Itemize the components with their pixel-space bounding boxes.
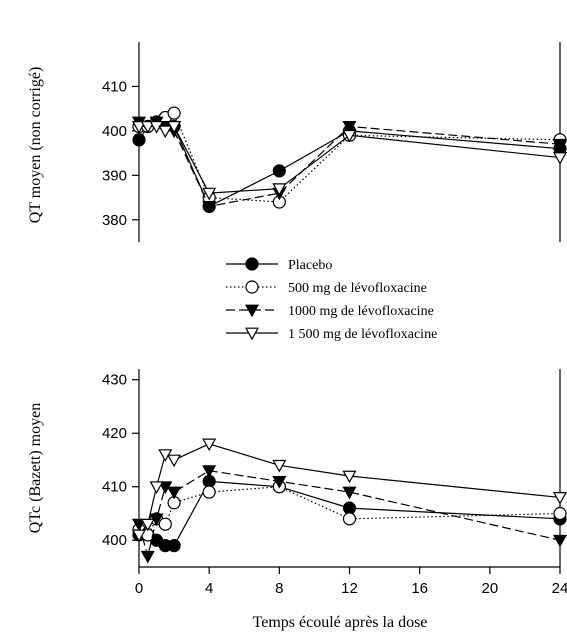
top-y-tick-label: 380	[102, 212, 127, 229]
bottom-series-3-point	[552, 492, 567, 505]
top-series-3-point	[202, 187, 217, 201]
bottom-y-tick-label: 420	[102, 425, 127, 442]
bottom-series-1-point	[342, 512, 357, 526]
top-series-3-point	[131, 121, 147, 134]
bottom-x-tick-label: 12	[341, 580, 358, 597]
bottom-y-tick-label: 430	[102, 372, 127, 389]
x-axis-label: Temps écoulé après la dose	[253, 614, 428, 631]
bottom-series-3-point	[167, 454, 182, 468]
top-y-axis-label: QT moyen (non corrigé)	[27, 67, 44, 224]
top-series-3-point	[342, 129, 357, 143]
bottom-x-tick-label: 20	[481, 580, 498, 597]
bottom-series-2-point	[342, 486, 357, 500]
legend-label-2: 1000 mg de lévofloxacine	[288, 304, 434, 319]
legend-label-0: Placebo	[288, 258, 332, 273]
bottom-series-1-point	[202, 485, 216, 499]
bottom-x-tick-label: 4	[205, 580, 213, 597]
bottom-x-tick-label: 16	[411, 580, 428, 597]
bottom-series-1-point	[158, 517, 172, 531]
top-series-0-point	[132, 133, 146, 147]
bottom-series-2-point	[140, 550, 155, 564]
top-series-3-point	[167, 121, 182, 134]
legend-marker-0	[245, 257, 259, 271]
bottom-series-3-point	[131, 529, 147, 543]
legend-marker-2	[244, 304, 260, 318]
bottom-series-2-point	[202, 465, 217, 478]
bottom-series-3-point	[140, 518, 155, 532]
bottom-series-3-point	[272, 459, 287, 473]
bottom-y-tick-label: 410	[102, 479, 127, 496]
bottom-series-1-point	[553, 506, 567, 521]
top-series-2-point	[202, 201, 217, 214]
bottom-series-2-point	[552, 534, 567, 548]
legend-marker-3	[244, 327, 260, 341]
top-series-3-point	[272, 183, 287, 196]
top-y-tick-label: 390	[102, 167, 127, 184]
legend: Placebo 500 mg de lévofloxacine 1000 mg de…	[226, 257, 437, 342]
top-series-1-point	[167, 106, 181, 120]
top-series-2-point	[552, 138, 567, 152]
bottom-series-3-point	[202, 438, 217, 452]
top-series-0-point	[272, 164, 286, 178]
bottom-series-2-point	[272, 475, 287, 489]
legend-label-3: 1 500 mg de lévofloxacine	[288, 327, 437, 342]
top-series-3-point	[158, 125, 173, 139]
bottom-series-0-point	[167, 538, 181, 553]
bottom-series-2-point	[131, 518, 147, 532]
bottom-x-tick-label: 24	[552, 580, 567, 597]
top-y-tick-label: 400	[102, 123, 127, 140]
top-panel-qt: 380 390 400 410 QT moyen (non corrigé)	[27, 42, 567, 242]
legend-label-1: 500 mg de lévofloxacine	[288, 281, 427, 296]
bottom-panel-qtc: 400 410 420 430 0 4 8 12 16 20 24 QTc (Bazett) moye…	[27, 369, 567, 597]
top-series-2-point	[342, 121, 357, 134]
legend-marker-1	[245, 280, 259, 294]
bottom-series-2-point	[167, 486, 182, 500]
bottom-y-tick-label: 400	[102, 532, 127, 549]
bottom-series-line-2	[138, 470, 561, 557]
bottom-x-tick-label: 0	[135, 580, 143, 597]
bottom-series-3-point	[342, 470, 357, 484]
bottom-series-3-point	[149, 481, 164, 494]
bottom-y-axis-label: QTc (Bazett) moyen	[27, 403, 44, 533]
top-series-3-point	[140, 121, 155, 134]
top-series-3-point	[552, 152, 567, 165]
bottom-x-tick-label: 8	[275, 580, 283, 597]
top-y-tick-label: 410	[102, 78, 127, 95]
